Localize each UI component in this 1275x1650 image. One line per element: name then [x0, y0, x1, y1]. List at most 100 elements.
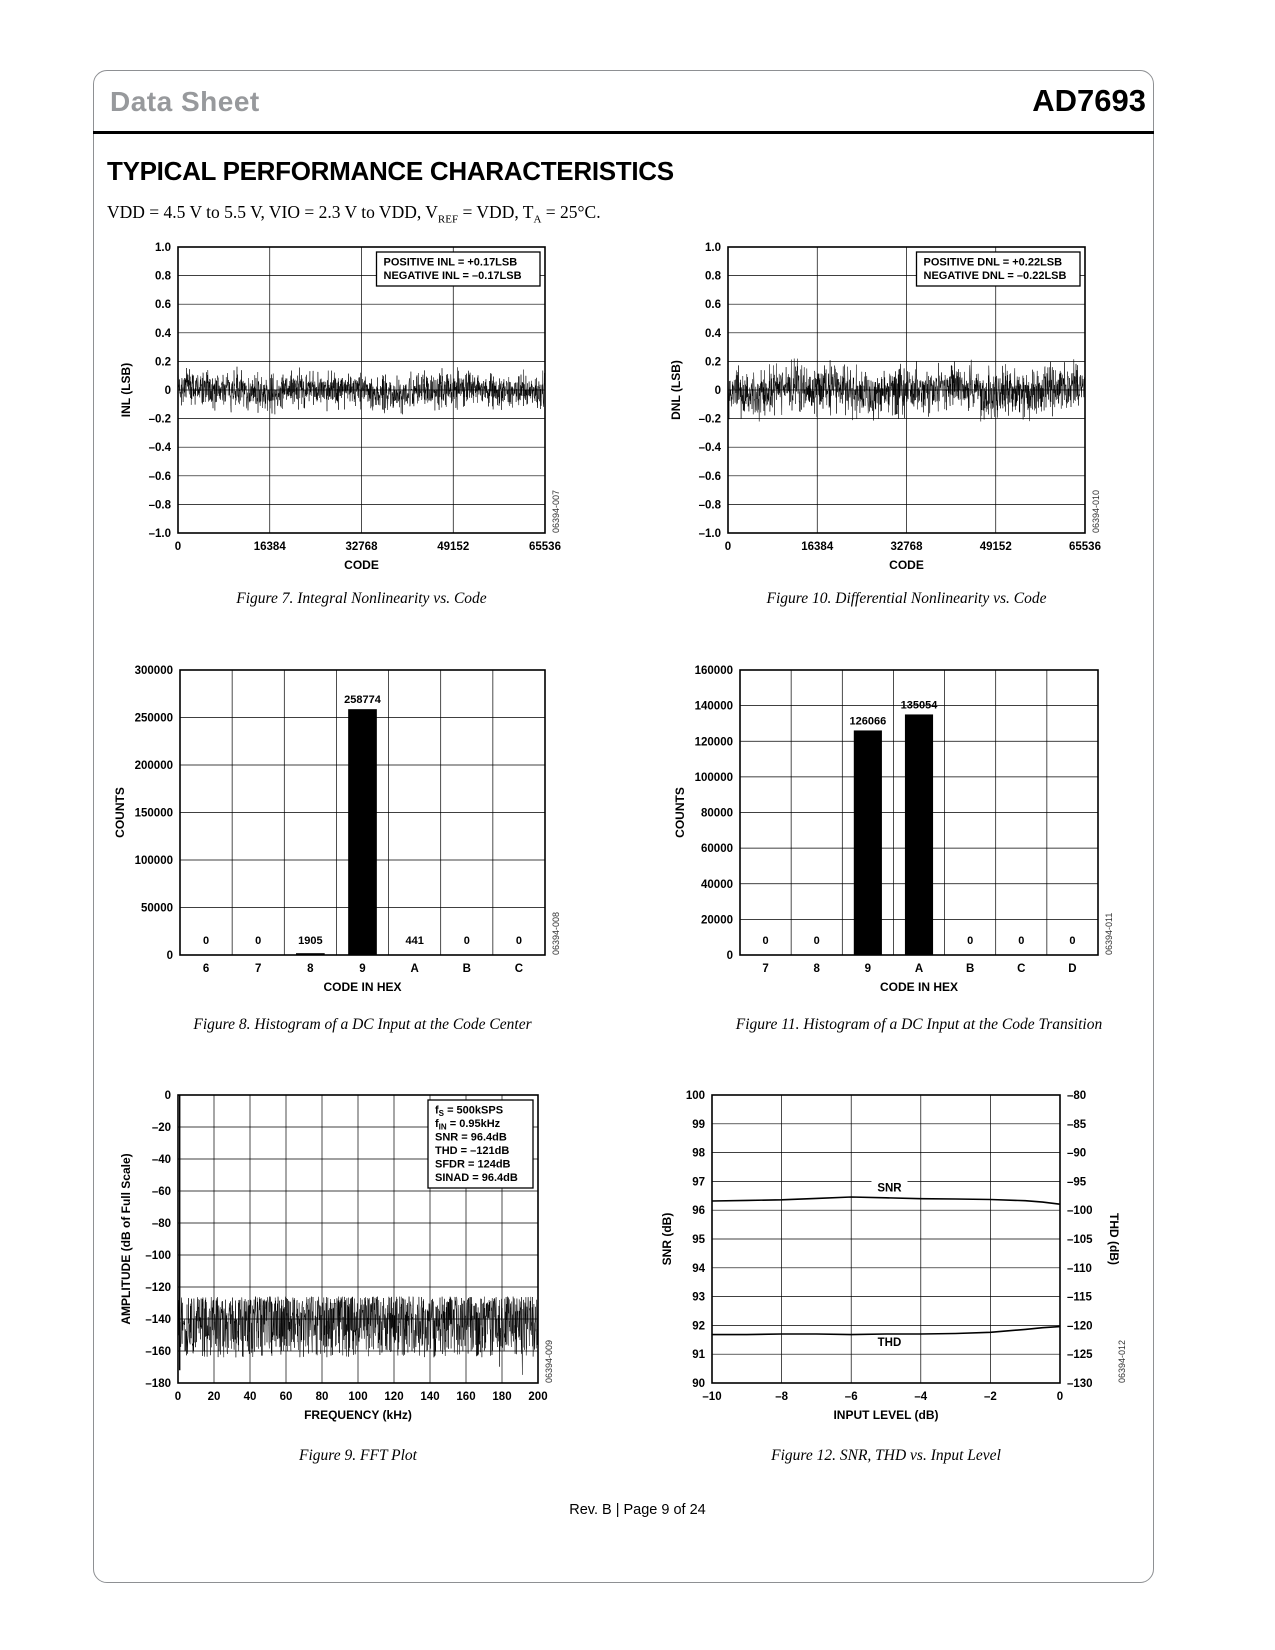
svg-text:258774: 258774: [344, 694, 382, 706]
svg-text:SNR = 96.4dB: SNR = 96.4dB: [435, 1132, 507, 1144]
code-transition-histogram-chart: 0 7 0 8 126066 9 135054 A 0 B 0 C 0 D 0 20000 40000 60000…: [670, 658, 1125, 1013]
svg-text:–140: –140: [145, 1314, 171, 1326]
svg-text:60: 60: [280, 1391, 293, 1403]
svg-text:06394-011: 06394-011: [1104, 913, 1114, 955]
svg-text:CODE IN HEX: CODE IN HEX: [323, 980, 401, 994]
svg-text:–2: –2: [984, 1391, 997, 1403]
svg-text:INPUT LEVEL (dB): INPUT LEVEL (dB): [833, 1408, 938, 1422]
svg-text:B: B: [463, 963, 471, 975]
test-conditions: VDD = 4.5 V to 5.5 V, VIO = 2.3 V to VDD…: [107, 202, 601, 226]
svg-text:80000: 80000: [701, 808, 733, 820]
svg-text:C: C: [1017, 963, 1025, 975]
svg-text:200000: 200000: [135, 760, 173, 772]
svg-text:140: 140: [420, 1391, 439, 1403]
svg-text:–0.6: –0.6: [699, 471, 721, 483]
svg-text:–0.2: –0.2: [699, 414, 721, 426]
svg-text:300000: 300000: [135, 665, 173, 677]
svg-text:FREQUENCY (kHz): FREQUENCY (kHz): [304, 1408, 412, 1422]
svg-text:100: 100: [686, 1090, 705, 1102]
svg-text:0: 0: [516, 935, 522, 947]
svg-text:40: 40: [244, 1391, 257, 1403]
svg-text:8: 8: [307, 963, 314, 975]
svg-text:0: 0: [814, 935, 820, 947]
svg-text:–120: –120: [145, 1282, 171, 1294]
svg-text:99: 99: [692, 1119, 705, 1131]
svg-text:100000: 100000: [135, 855, 173, 867]
svg-text:–10: –10: [702, 1391, 721, 1403]
svg-text:0: 0: [203, 935, 209, 947]
svg-text:CODE: CODE: [889, 558, 924, 572]
svg-text:C: C: [515, 963, 523, 975]
svg-text:A: A: [915, 963, 923, 975]
svg-text:120: 120: [384, 1391, 403, 1403]
snr-thd-chart: SNR THD 100 99 98 97 96 95 94 93 92 91 90 –80 –85 –90 –9…: [657, 1083, 1139, 1440]
svg-text:32768: 32768: [346, 541, 379, 553]
svg-text:–0.8: –0.8: [149, 499, 172, 511]
svg-text:COUNTS: COUNTS: [673, 787, 687, 838]
svg-text:0.6: 0.6: [705, 299, 721, 311]
svg-text:NEGATIVE DNL = –0.22LSB: NEGATIVE DNL = –0.22LSB: [924, 270, 1067, 282]
svg-text:0: 0: [165, 1090, 171, 1102]
svg-text:65536: 65536: [1069, 541, 1101, 553]
figure7-caption: Figure 7. Integral Nonlinearity vs. Code: [236, 590, 487, 607]
svg-text:0.4: 0.4: [705, 328, 722, 340]
svg-text:–80: –80: [1067, 1090, 1086, 1102]
svg-text:–0.4: –0.4: [699, 442, 722, 454]
svg-text:SNR (dB): SNR (dB): [660, 1213, 674, 1266]
svg-text:120000: 120000: [695, 736, 733, 748]
svg-text:0.2: 0.2: [705, 356, 721, 368]
svg-text:150000: 150000: [135, 808, 173, 820]
fig12-svg: SNRTHD10099989796959493929190–80–85–90–9…: [660, 1090, 1127, 1422]
figure9-fft-plot: 0 –20 –40 –60 –80 –100 –120 –140 –160 –180 0 20 40 60…: [116, 1083, 568, 1464]
svg-text:0.8: 0.8: [155, 271, 172, 283]
svg-text:–90: –90: [1067, 1148, 1086, 1160]
inl-chart: 1.0 0.8 0.6 0.4 0.2 0 –0.2 –0.4 –0.6 –0.8 –1.0 0 163…: [116, 235, 573, 590]
fig9-svg: 0 –20 –40 –60 –80 –100 –120 –140 –160 –180 0 20 40 60…: [119, 1090, 554, 1422]
svg-text:06394-010: 06394-010: [1091, 490, 1101, 533]
svg-text:90: 90: [692, 1378, 705, 1390]
svg-text:–115: –115: [1067, 1292, 1093, 1304]
svg-text:92: 92: [692, 1320, 705, 1332]
figure10-dnl-vs-code: 1.0 0.8 0.6 0.4 0.2 0 –0.2 –0.4 –0.6 –0.8 –1.0 0 163…: [666, 235, 1113, 607]
svg-text:0: 0: [725, 541, 731, 553]
svg-text:180: 180: [492, 1391, 511, 1403]
svg-text:–20: –20: [152, 1122, 171, 1134]
svg-text:160: 160: [456, 1391, 475, 1403]
svg-text:–100: –100: [145, 1250, 171, 1262]
fig10-svg: 1.0 0.8 0.6 0.4 0.2 0 –0.2 –0.4 –0.6 –0.8 –1.0 0 163…: [669, 242, 1101, 572]
figure11-histogram-code-transition: 0 7 0 8 126066 9 135054 A 0 B 0 C 0 D 0 20000 40000 60000…: [670, 658, 1125, 1033]
svg-text:7: 7: [255, 963, 261, 975]
svg-text:–125: –125: [1067, 1349, 1093, 1361]
svg-text:0: 0: [255, 935, 261, 947]
svg-text:0: 0: [165, 385, 171, 397]
svg-text:140000: 140000: [695, 701, 733, 713]
svg-text:1.0: 1.0: [155, 242, 171, 254]
svg-text:0: 0: [464, 935, 470, 947]
svg-text:80: 80: [316, 1391, 329, 1403]
svg-text:94: 94: [692, 1263, 705, 1275]
svg-text:97: 97: [692, 1176, 705, 1188]
fig8-svg: 0 6 0 7 1905 8 258774 9 441 A 0 B 0 C 0 50000 100000 1500…: [113, 665, 561, 994]
svg-text:fIN = 0.95kHz: fIN = 0.95kHz: [435, 1118, 501, 1132]
fft-chart: 0 –20 –40 –60 –80 –100 –120 –140 –160 –180 0 20 40 60…: [116, 1083, 568, 1440]
svg-text:250000: 250000: [135, 713, 173, 725]
figure8-histogram-code-center: 0 6 0 7 1905 8 258774 9 441 A 0 B 0 C 0 50000 100000 1500…: [110, 658, 570, 1033]
svg-text:06394-008: 06394-008: [551, 912, 561, 955]
svg-text:96: 96: [692, 1205, 705, 1217]
fig11-svg: 0 7 0 8 126066 9 135054 A 0 B 0 C 0 D 0 20000 40000 60000…: [673, 665, 1114, 994]
svg-text:06394-007: 06394-007: [551, 490, 561, 533]
svg-text:100: 100: [348, 1391, 367, 1403]
svg-text:0: 0: [763, 935, 769, 947]
svg-text:1905: 1905: [298, 935, 322, 947]
figure9-caption: Figure 9. FFT Plot: [299, 1447, 417, 1464]
svg-text:THD = –121dB: THD = –121dB: [435, 1145, 509, 1157]
svg-text:160000: 160000: [695, 665, 733, 677]
figure7-inl-vs-code: 1.0 0.8 0.6 0.4 0.2 0 –0.2 –0.4 –0.6 –0.8 –1.0 0 163…: [116, 235, 573, 607]
svg-text:–105: –105: [1067, 1234, 1093, 1246]
part-number: AD7693: [1032, 83, 1146, 118]
svg-text:0: 0: [727, 950, 733, 962]
svg-text:49152: 49152: [437, 541, 469, 553]
svg-text:–40: –40: [152, 1154, 171, 1166]
page-footer: Rev. B | Page 9 of 24: [569, 1502, 706, 1518]
